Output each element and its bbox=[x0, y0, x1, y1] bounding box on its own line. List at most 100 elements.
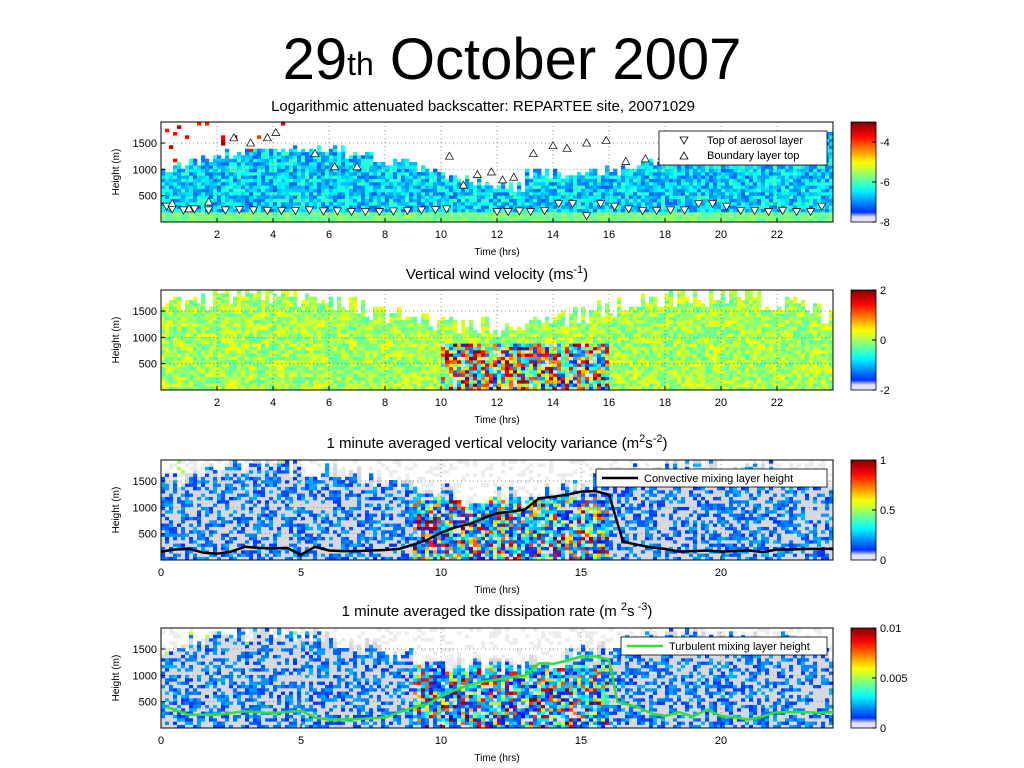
backscatter-xtick-label: 16 bbox=[603, 229, 615, 241]
variance-title-part: 1 minute averaged vertical velocity vari… bbox=[326, 435, 639, 452]
backscatter-colorbar-tick: -8 bbox=[880, 217, 890, 229]
tke-ytick-label: 500 bbox=[139, 697, 157, 709]
variance-field bbox=[161, 460, 833, 560]
wind-xtick-label: 16 bbox=[603, 397, 615, 409]
backscatter-xtick-label: 18 bbox=[659, 229, 671, 241]
backscatter-point-aerosol bbox=[553, 200, 564, 209]
tke-xlabel: Time (hrs) bbox=[474, 753, 519, 764]
backscatter-point-aerosol bbox=[503, 208, 513, 217]
backscatter-point-boundary bbox=[203, 197, 214, 206]
backscatter-point-boundary bbox=[444, 151, 455, 160]
backscatter-point-aerosol bbox=[539, 207, 550, 216]
backscatter-point-aerosol bbox=[492, 208, 502, 217]
wind-xtick-label: 6 bbox=[326, 397, 332, 409]
variance-colorbar-tick: 0 bbox=[880, 555, 886, 567]
variance-ytick-label: 1000 bbox=[133, 502, 157, 514]
backscatter-xtick-label: 6 bbox=[326, 229, 332, 241]
backscatter-point-aerosol bbox=[304, 206, 315, 215]
variance-title-part: s bbox=[645, 435, 653, 452]
variance-legend-box bbox=[595, 468, 828, 488]
variance-title-part: ) bbox=[663, 435, 668, 452]
backscatter-point-aerosol bbox=[581, 212, 592, 221]
backscatter-point-aerosol bbox=[805, 208, 816, 217]
backscatter-point-aerosol bbox=[707, 200, 718, 209]
backscatter-xtick-label: 14 bbox=[547, 229, 559, 241]
tke-title-part: 1 minute averaged tke dissipation rate (… bbox=[342, 603, 621, 620]
wind-ytick-label: 500 bbox=[139, 359, 157, 371]
tke-colorbar-gradient bbox=[850, 627, 877, 729]
wind-xtick-label: 12 bbox=[491, 397, 503, 409]
backscatter-colorbar: -4 -6 -8 bbox=[850, 121, 890, 229]
wind-xtick-label: 10 bbox=[435, 397, 447, 409]
tke-title: 1 minute averaged tke dissipation rate (… bbox=[342, 601, 653, 620]
tke-colorbar-tick: 0.01 bbox=[880, 623, 901, 635]
backscatter-point-aerosol bbox=[430, 206, 441, 215]
backscatter-ytick-label: 1500 bbox=[133, 138, 157, 150]
variance-title: 1 minute averaged vertical velocity vari… bbox=[326, 433, 667, 452]
variance-legend-label: Convective mixing layer height bbox=[644, 473, 793, 485]
backscatter-colorbar-tick: -4 bbox=[880, 137, 890, 149]
backscatter-xtick-label: 2 bbox=[214, 229, 220, 241]
tke-title-part: -3 bbox=[635, 601, 648, 613]
tke-xtick-label: 0 bbox=[158, 735, 164, 747]
backscatter-point-aerosol bbox=[332, 207, 343, 216]
variance-ytick-label: 500 bbox=[139, 529, 157, 541]
tke-legend-label: Turbulent mixing layer height bbox=[669, 641, 810, 653]
variance-legend: Convective mixing layer height bbox=[595, 468, 828, 488]
backscatter-point-boundary bbox=[184, 204, 194, 213]
backscatter-point-aerosol bbox=[203, 206, 214, 215]
backscatter-point-aerosol bbox=[595, 200, 606, 209]
backscatter-point-boundary bbox=[497, 175, 508, 184]
backscatter-point-boundary bbox=[262, 133, 273, 142]
backscatter-xlabel: Time (hrs) bbox=[474, 247, 519, 258]
backscatter-point-aerosol bbox=[402, 207, 413, 216]
variance-series-line bbox=[160, 489, 833, 556]
variance-xtick-label: 0 bbox=[158, 567, 164, 579]
wind-title: Vertical wind velocity (ms-1) bbox=[406, 264, 588, 283]
tke-xtick-label: 5 bbox=[298, 735, 304, 747]
backscatter-point-aerosol bbox=[525, 208, 536, 217]
backscatter-point-aerosol bbox=[763, 208, 774, 217]
backscatter-ytick-label: 500 bbox=[139, 191, 157, 203]
variance-xtick-label: 10 bbox=[435, 567, 447, 579]
variance-colorbar: 10.50 bbox=[850, 455, 895, 567]
backscatter-point-aerosol bbox=[623, 205, 634, 214]
backscatter-point-boundary bbox=[310, 148, 320, 157]
backscatter-point-aerosol bbox=[441, 205, 452, 214]
backscatter-colorbar-tick: -6 bbox=[880, 177, 890, 189]
tke-ytick-label: 1500 bbox=[133, 644, 157, 656]
tke-ytick-label: 1000 bbox=[133, 670, 157, 682]
wind-field bbox=[161, 290, 833, 390]
backscatter-point-aerosol bbox=[178, 206, 189, 215]
backscatter-xtick-label: 22 bbox=[771, 229, 783, 241]
backscatter-point-aerosol bbox=[248, 206, 259, 215]
backscatter-point-aerosol bbox=[721, 202, 732, 211]
backscatter-point-aerosol bbox=[665, 206, 676, 215]
wind-xtick-label: 4 bbox=[270, 397, 276, 409]
tke-colorbar-tick: 0 bbox=[880, 723, 886, 735]
backscatter-ytick-label: 1000 bbox=[133, 164, 157, 176]
tke-title-part: 2 bbox=[621, 601, 627, 613]
panel-variance: 1 minute averaged vertical velocity vari… bbox=[111, 433, 895, 596]
wind-xtick-label: 2 bbox=[214, 397, 220, 409]
backscatter-point-boundary bbox=[581, 138, 592, 147]
variance-xtick-label: 15 bbox=[575, 567, 587, 579]
variance-ytick-label: 1500 bbox=[133, 476, 157, 488]
backscatter-title: Logarithmic attenuated backscatter: REPA… bbox=[271, 98, 695, 115]
variance-xtick-label: 5 bbox=[298, 567, 304, 579]
panel-backscatter: Logarithmic attenuated backscatter: REPA… bbox=[111, 98, 890, 258]
tke-legend: Turbulent mixing layer height bbox=[620, 636, 828, 656]
variance-xtick-label: 20 bbox=[715, 567, 727, 579]
variance-colorbar-tick: 0.5 bbox=[880, 505, 895, 517]
variance-title-part: -2 bbox=[653, 433, 663, 445]
backscatter-point-boundary bbox=[509, 172, 519, 181]
backscatter-point-boundary bbox=[548, 140, 558, 150]
backscatter-ylabel: Height (m) bbox=[111, 149, 122, 196]
wind-ytick-label: 1500 bbox=[133, 306, 157, 318]
tke-xtick-label: 15 bbox=[575, 735, 587, 747]
backscatter-point-boundary bbox=[562, 143, 572, 152]
backscatter-point-boundary bbox=[458, 180, 469, 189]
panel-wind: Vertical wind velocity (ms-1) 2 4 6 8 10 12 14 1… bbox=[111, 264, 890, 426]
backscatter-point-aerosol bbox=[276, 207, 287, 216]
wind-colorbar-tick: 2 bbox=[880, 285, 886, 297]
